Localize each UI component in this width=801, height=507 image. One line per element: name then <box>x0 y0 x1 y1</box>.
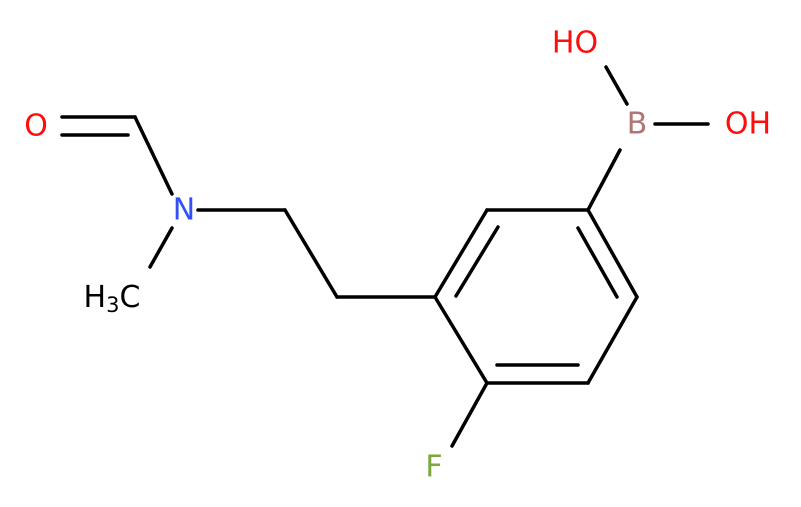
bond <box>586 208 639 299</box>
bonds <box>60 65 710 448</box>
bond <box>604 65 629 106</box>
atom-label: OH <box>725 107 771 142</box>
atom-part: C <box>119 280 140 315</box>
bond <box>454 225 500 298</box>
bond <box>283 208 339 299</box>
bond <box>586 148 622 212</box>
atom-label: H3C <box>84 280 141 318</box>
atom-label: O <box>24 109 48 144</box>
bond <box>433 295 489 385</box>
atom-part: H <box>84 280 107 315</box>
bond <box>148 226 174 269</box>
atom-subscript: 3 <box>106 293 119 317</box>
bond <box>133 115 174 196</box>
bond <box>433 208 489 299</box>
atom-label: B <box>627 107 648 142</box>
atom-label: HO <box>552 26 598 61</box>
atom-label: F <box>425 450 442 485</box>
atom-label: N <box>173 193 195 228</box>
bond <box>586 295 639 385</box>
bond <box>450 381 489 448</box>
bond <box>576 226 619 299</box>
